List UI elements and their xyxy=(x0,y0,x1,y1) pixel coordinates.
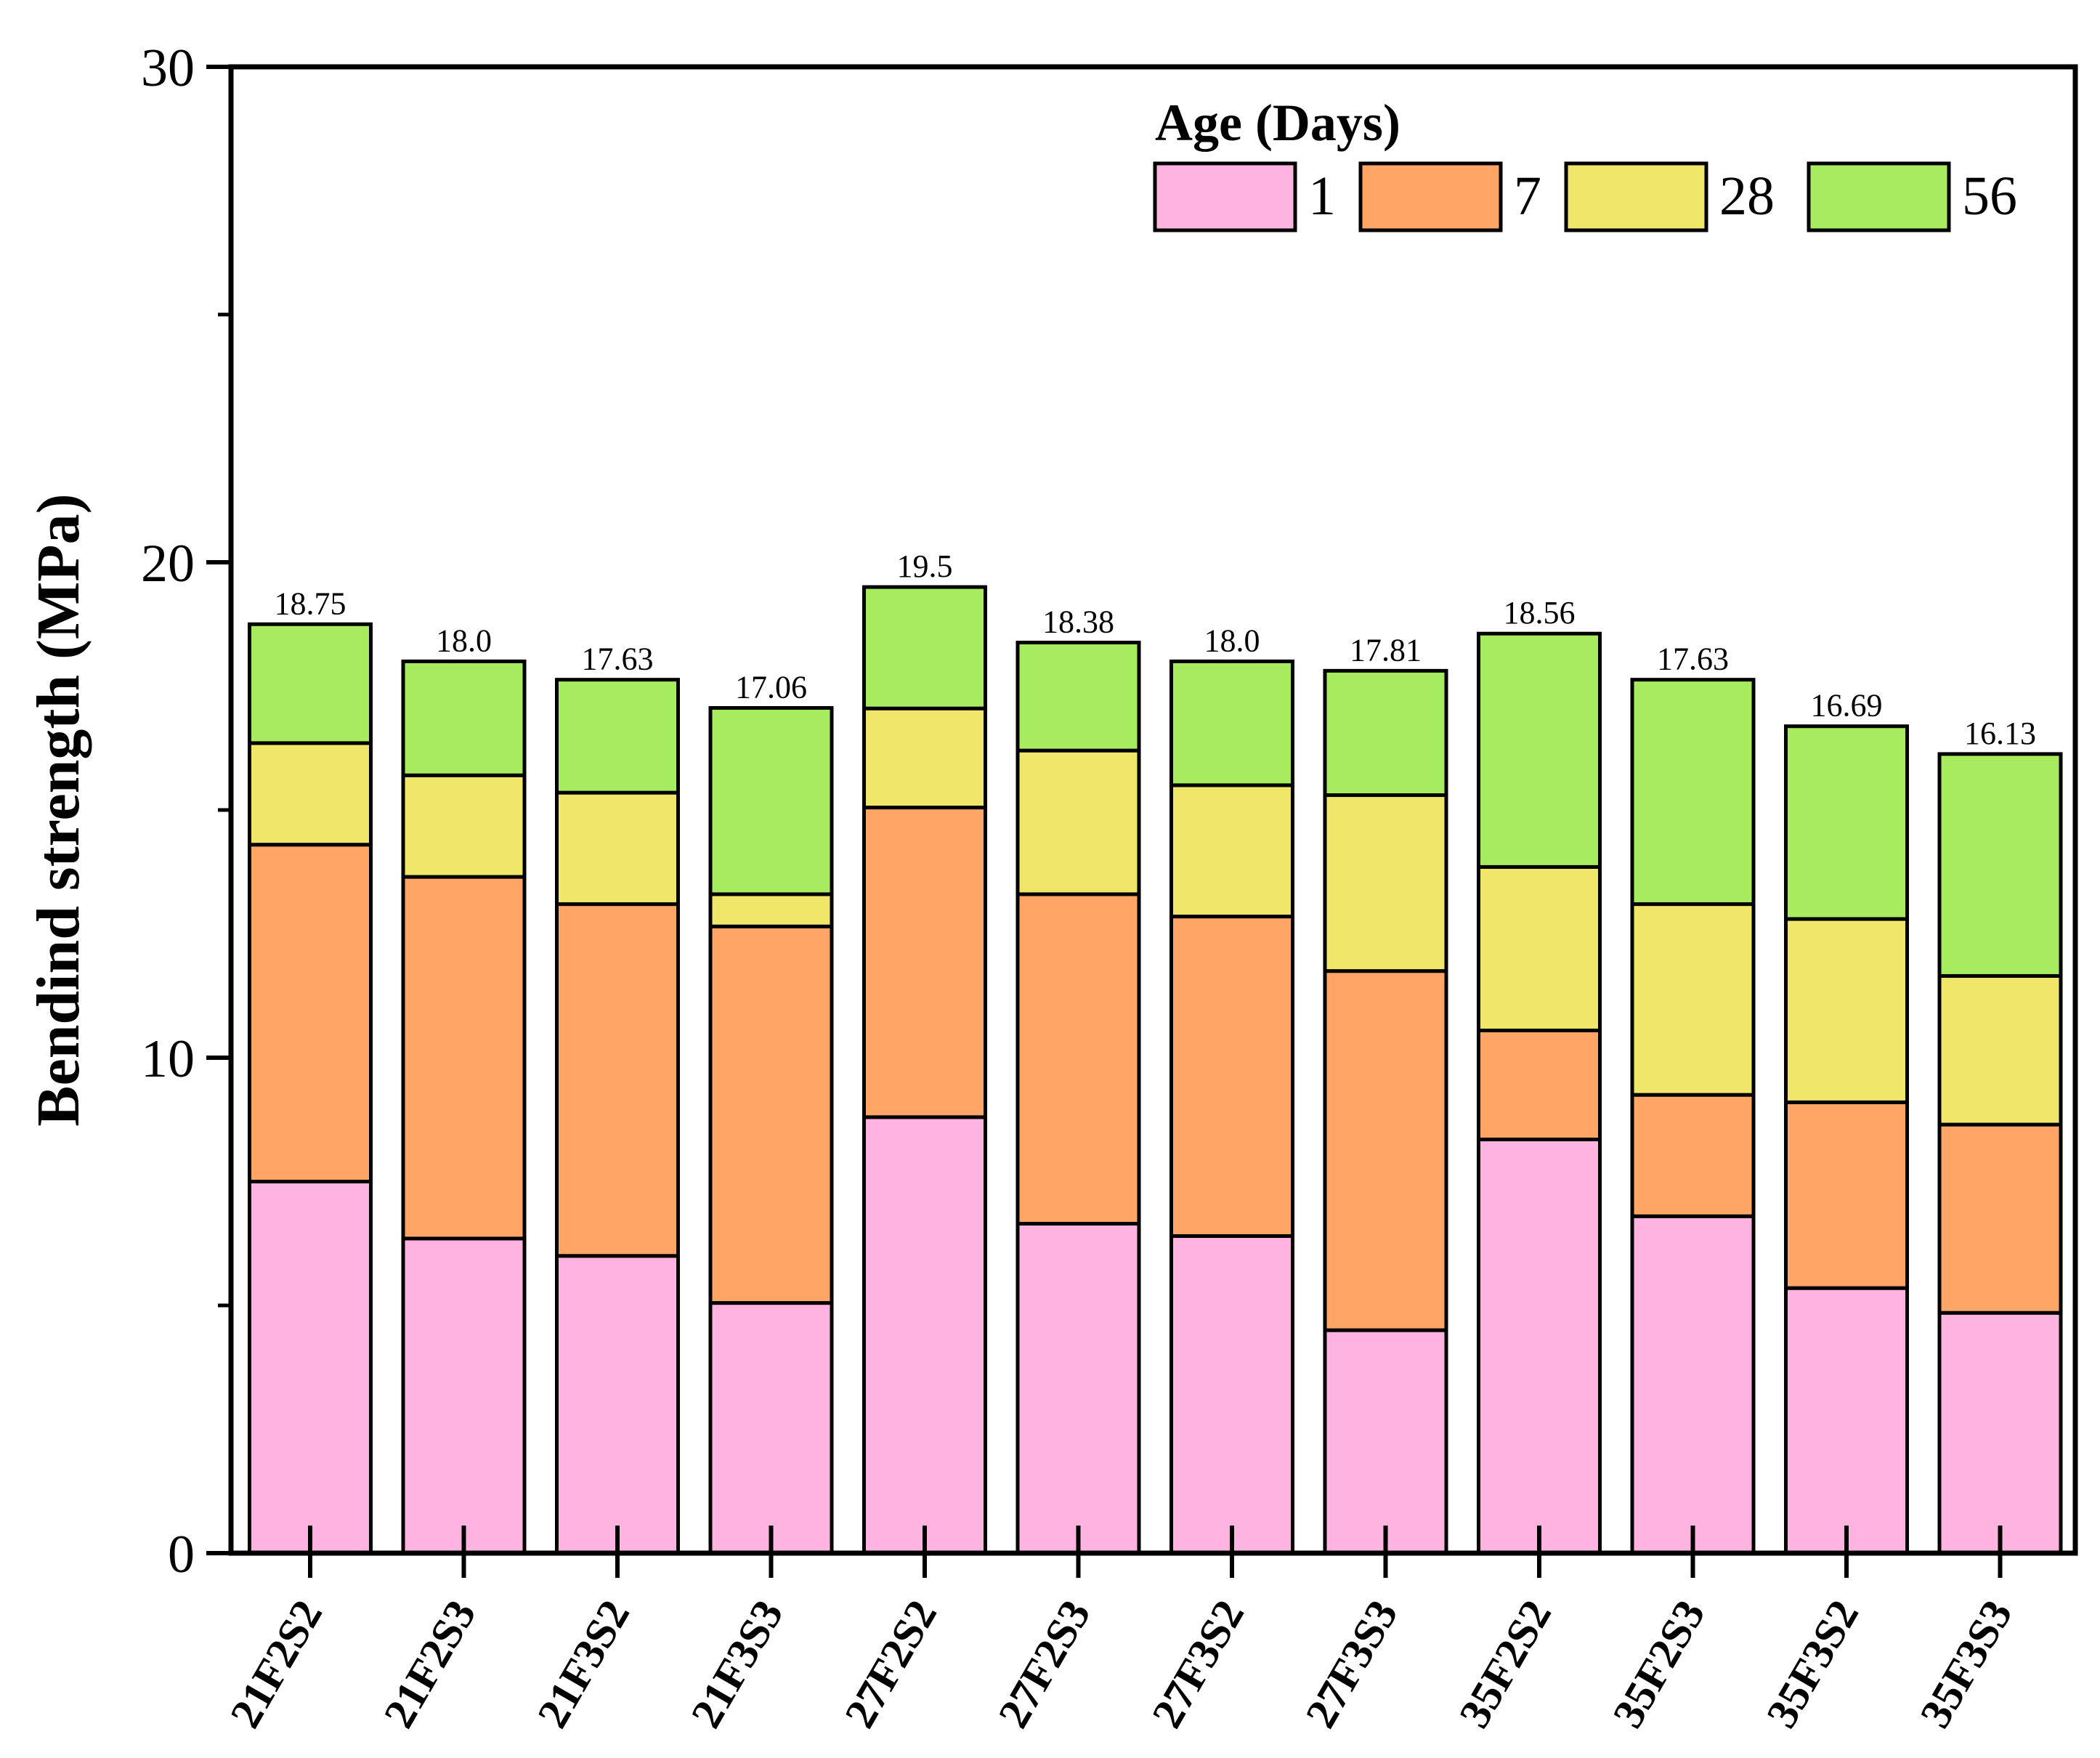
x-tick-label: 35F3S2 xyxy=(1757,1592,1868,1736)
bar-segment-27F2S2-day-1 xyxy=(862,1115,987,1555)
y-tick-label: 10 xyxy=(141,1029,195,1089)
bar-segment-35F2S3-day-1 xyxy=(1630,1214,1756,1555)
bar-segment-21F2S2-day-28 xyxy=(248,741,373,847)
legend-swatch-day-56 xyxy=(1807,161,1951,232)
total-labels: 18.75 18.0 17.63 17.06 19.5 18.38 18.0 17.81 18.… xyxy=(275,548,2037,751)
total-label: 18.0 xyxy=(1204,623,1260,658)
bar-segment-35F3S2-day-7 xyxy=(1784,1100,1909,1290)
bar-segment-35F3S3-day-28 xyxy=(1937,973,2063,1127)
bar-segment-21F3S3-day-7 xyxy=(708,924,834,1305)
x-tick-label: 27F2S3 xyxy=(989,1592,1100,1736)
bar-segment-21F2S2-day-56 xyxy=(248,622,373,745)
bar-segment-21F3S3-day-1 xyxy=(708,1301,834,1555)
x-tick-label: 35F2S3 xyxy=(1604,1592,1714,1736)
y-tick-label: 0 xyxy=(168,1525,195,1584)
bar-segment-27F2S2-day-7 xyxy=(862,806,987,1119)
bar-segment-35F3S3-day-1 xyxy=(1937,1311,2063,1555)
bar-segment-27F3S3-day-56 xyxy=(1323,668,1448,798)
y-axis: 0 10 20 30 xyxy=(141,39,231,1584)
bar-segment-35F2S3-day-28 xyxy=(1630,902,1756,1097)
x-tick-label: 27F3S3 xyxy=(1297,1592,1407,1736)
x-tick-label: 21F2S2 xyxy=(221,1592,331,1736)
legend-label-day-56: 56 xyxy=(1962,166,2017,227)
legend-label-day-1: 1 xyxy=(1308,166,1336,227)
total-label: 19.5 xyxy=(897,548,953,584)
x-tick-label: 21F3S3 xyxy=(682,1592,792,1736)
bar-segment-27F2S3-day-7 xyxy=(1015,892,1141,1226)
bar-segment-27F2S3-day-28 xyxy=(1015,748,1141,896)
bar-segment-35F2S2-day-1 xyxy=(1477,1138,1602,1555)
bar-segment-35F2S3-day-7 xyxy=(1630,1093,1756,1218)
bar-segment-21F3S3-day-56 xyxy=(708,706,834,896)
bar-segment-27F3S2-day-1 xyxy=(1169,1234,1294,1555)
total-label: 16.69 xyxy=(1811,688,1883,724)
bar-segment-27F3S2-day-28 xyxy=(1169,783,1294,919)
x-tick-label: 35F2S2 xyxy=(1450,1592,1560,1736)
bar-segment-27F3S2-day-7 xyxy=(1169,915,1294,1239)
bar-segment-21F2S3-day-28 xyxy=(401,773,527,879)
x-tick-label: 21F3S2 xyxy=(528,1592,638,1736)
total-label: 18.56 xyxy=(1504,595,1576,631)
bar-segment-21F2S2-day-1 xyxy=(248,1180,373,1555)
bar-segment-21F2S3-day-56 xyxy=(401,659,527,777)
bar-segment-35F3S2-day-28 xyxy=(1784,917,1909,1104)
bar-segment-35F3S2-day-56 xyxy=(1784,724,1909,921)
legend: Age (Days) 1 7 28 56 xyxy=(1153,94,2017,232)
bar-segment-27F3S3-day-1 xyxy=(1323,1328,1448,1555)
bar-segment-27F3S3-day-7 xyxy=(1323,969,1448,1332)
bar-segment-35F3S3-day-7 xyxy=(1937,1122,2063,1315)
bar-segment-35F2S2-day-56 xyxy=(1477,631,1602,869)
bar-segment-35F2S3-day-56 xyxy=(1630,678,1756,907)
bar-segment-27F2S2-day-56 xyxy=(862,585,987,710)
bar-segment-35F3S2-day-1 xyxy=(1784,1286,1909,1555)
y-tick-label: 20 xyxy=(141,534,195,594)
legend-title: Age (Days) xyxy=(1155,94,1400,152)
bar-segment-21F3S2-day-1 xyxy=(555,1254,680,1555)
y-tick-label: 30 xyxy=(141,39,195,98)
x-tick-label: 21F2S3 xyxy=(375,1592,485,1736)
legend-label-day-28: 28 xyxy=(1719,166,1775,227)
bar-segment-21F3S3-day-28 xyxy=(708,892,834,928)
total-label: 16.13 xyxy=(1964,716,2036,751)
bar-segment-21F3S2-day-28 xyxy=(555,790,680,907)
bar-segment-21F2S2-day-7 xyxy=(248,843,373,1183)
bar-segment-21F2S3-day-1 xyxy=(401,1236,527,1555)
bar-segment-35F2S2-day-28 xyxy=(1477,864,1602,1032)
total-label: 17.81 xyxy=(1350,632,1422,668)
legend-swatch-day-7 xyxy=(1358,161,1503,232)
total-label: 17.63 xyxy=(582,641,654,677)
legend-label-day-7: 7 xyxy=(1514,166,1541,227)
legend-swatch-day-1 xyxy=(1153,161,1297,232)
bar-segment-21F2S3-day-7 xyxy=(401,875,527,1241)
x-tick-label: 27F3S2 xyxy=(1143,1592,1253,1736)
x-tick-label: 35F3S3 xyxy=(1911,1592,2022,1736)
total-label: 18.38 xyxy=(1042,604,1114,639)
bar-segment-21F3S2-day-56 xyxy=(555,678,680,795)
bar-segment-27F3S3-day-28 xyxy=(1323,793,1448,973)
bar-segment-35F2S2-day-7 xyxy=(1477,1028,1602,1142)
total-label: 18.75 xyxy=(275,586,346,621)
bar-segment-21F3S2-day-7 xyxy=(555,902,680,1258)
y-axis-title: Bendind strength (MPa) xyxy=(25,493,92,1126)
x-axis: 21F2S2 21F2S3 21F3S2 21F3S3 27F2S2 27F2S3 27F3… xyxy=(221,1526,2022,1735)
bar-segment-27F2S3-day-1 xyxy=(1015,1221,1141,1555)
legend-swatch-day-28 xyxy=(1564,161,1708,232)
x-tick-label: 27F2S2 xyxy=(835,1592,946,1736)
bar-segment-27F2S3-day-56 xyxy=(1015,640,1141,753)
total-label: 17.06 xyxy=(735,670,807,705)
bar-segment-27F3S2-day-56 xyxy=(1169,659,1294,787)
bars-layer xyxy=(248,585,2063,1555)
bar-segment-27F2S2-day-28 xyxy=(862,706,987,810)
total-label: 17.63 xyxy=(1657,641,1729,677)
total-label: 18.0 xyxy=(436,623,492,658)
bar-segment-35F3S3-day-56 xyxy=(1937,752,2063,978)
